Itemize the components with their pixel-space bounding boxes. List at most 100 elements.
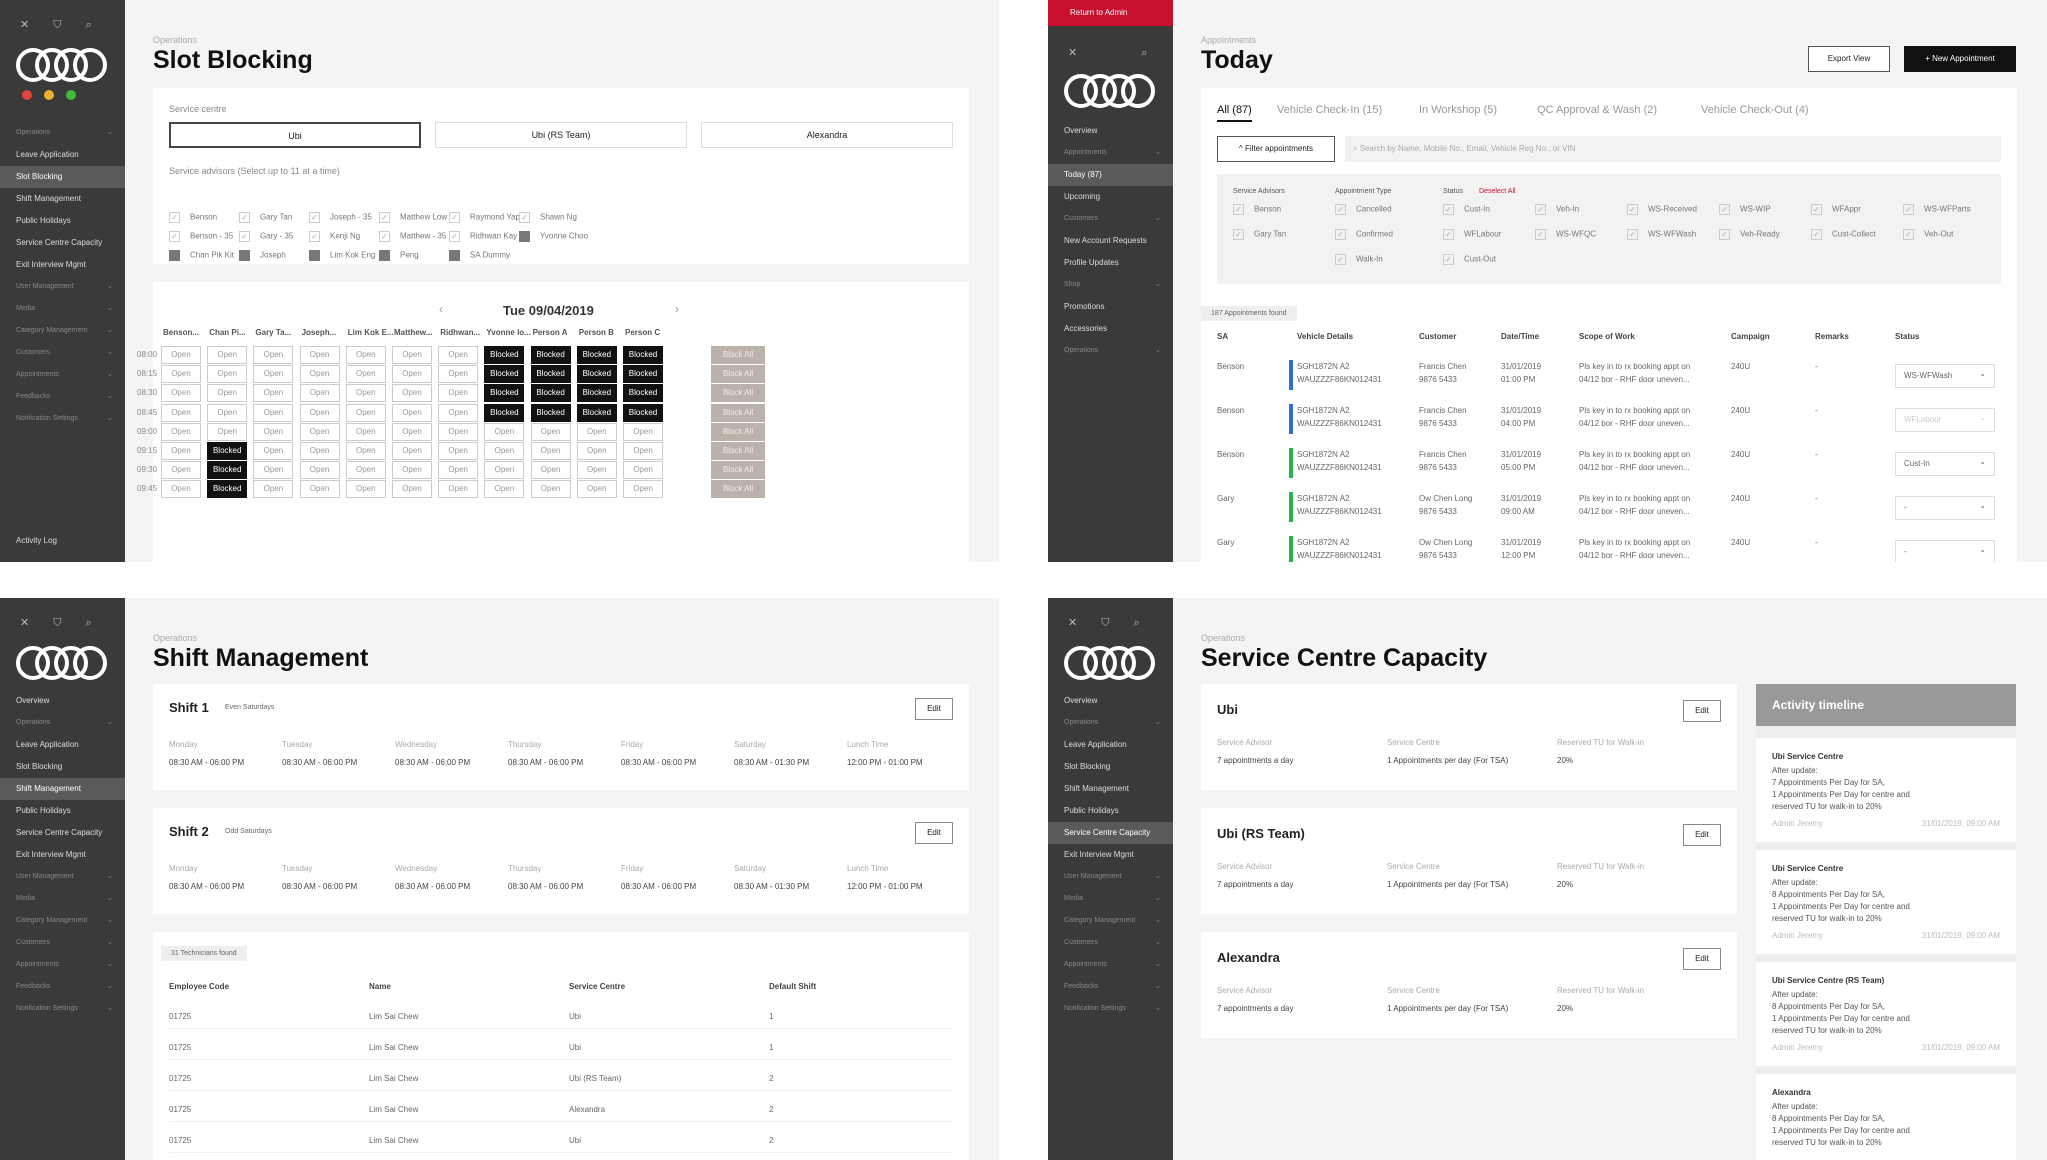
sidebar-item[interactable]: Leave Application: [16, 740, 79, 749]
advisor-checkbox[interactable]: ✓ Benson: [169, 212, 217, 223]
slot-blocked[interactable]: Blocked: [530, 346, 571, 364]
sidebar-item[interactable]: Overview: [1064, 126, 1098, 135]
filter-sa-checkbox[interactable]: ✓ Gary Tan: [1233, 229, 1286, 240]
slot-open[interactable]: Open: [623, 422, 663, 441]
next-date-icon[interactable]: ›: [675, 302, 679, 316]
slot-blocked[interactable]: Blocked: [530, 384, 571, 403]
status-dropdown[interactable]: WFLabour: [1895, 407, 1995, 432]
checkbox-icon[interactable]: ✓: [239, 212, 250, 223]
slot-blocked[interactable]: Blocked: [623, 384, 663, 403]
centre-tab-alexandra[interactable]: Alexandra: [701, 122, 953, 148]
block-all-button[interactable]: Block All: [711, 346, 765, 364]
slot-open[interactable]: Open: [345, 442, 386, 460]
slot-open[interactable]: Open: [438, 365, 479, 384]
sidebar-item[interactable]: Shift Management: [0, 778, 125, 800]
bookmark-icon[interactable]: ⛉: [53, 19, 62, 31]
checkbox-icon[interactable]: ✓: [169, 231, 180, 242]
sidebar-item[interactable]: Slot Blocking: [16, 762, 63, 771]
sidebar-item[interactable]: Service Centre Capacity: [16, 238, 103, 247]
centre-tab-ubi[interactable]: Ubi: [169, 122, 421, 148]
edit-capacity-button[interactable]: Edit: [1683, 700, 1721, 722]
slot-open[interactable]: Open: [161, 346, 201, 364]
filter-sa-checkbox[interactable]: ✓ Benson: [1233, 204, 1281, 215]
checkbox-icon[interactable]: ✓: [449, 212, 460, 223]
slot-blocked[interactable]: Blocked: [576, 403, 617, 422]
slot-open[interactable]: Open: [484, 461, 525, 480]
advisor-checkbox[interactable]: ✓ Raymond Yap: [449, 212, 520, 223]
slot-open[interactable]: Open: [623, 442, 663, 460]
status-dropdown[interactable]: Cust-In: [1895, 451, 1995, 476]
checkbox-icon[interactable]: ✓: [1443, 204, 1454, 215]
checkbox-icon[interactable]: [449, 250, 460, 261]
checkbox-icon[interactable]: ✓: [449, 231, 460, 242]
checkbox-icon[interactable]: ✓: [519, 212, 530, 223]
slot-open[interactable]: Open: [161, 480, 201, 499]
checkbox-icon[interactable]: ✓: [1335, 254, 1346, 265]
close-icon[interactable]: ✕: [1068, 617, 1078, 629]
slot-open[interactable]: Open: [392, 365, 432, 384]
checkbox-icon[interactable]: ✓: [169, 212, 180, 223]
filter-status-checkbox[interactable]: ✓ Cust-In: [1443, 204, 1490, 215]
advisor-checkbox[interactable]: ✓ Gary Tan: [239, 212, 292, 223]
table-header[interactable]: Service Centre: [569, 982, 626, 991]
slot-open[interactable]: Open: [484, 422, 525, 441]
filter-status-checkbox[interactable]: ✓ WS-WFWash: [1627, 229, 1696, 240]
sidebar-item[interactable]: Exit Interview Mgmt: [1064, 850, 1134, 859]
tab-2[interactable]: In Workshop (5): [1419, 104, 1498, 116]
filter-status-checkbox[interactable]: ✓ WS-WIP: [1719, 204, 1771, 215]
filter-type-checkbox[interactable]: ✓ Walk-In: [1335, 254, 1383, 265]
slot-blocked[interactable]: Blocked: [484, 403, 525, 422]
checkbox-icon[interactable]: ✓: [309, 231, 320, 242]
checkbox-icon[interactable]: ✓: [1233, 229, 1244, 240]
slot-open[interactable]: Open: [392, 346, 432, 364]
slot-open[interactable]: Open: [161, 384, 201, 403]
advisor-checkbox[interactable]: ✓ Joseph - 35: [309, 212, 372, 223]
tab-0[interactable]: All (87): [1217, 104, 1252, 122]
checkbox-icon[interactable]: ✓: [379, 231, 390, 242]
slot-blocked[interactable]: Blocked: [207, 442, 248, 460]
advisor-checkbox[interactable]: ✓ Benson - 35: [169, 231, 233, 242]
filter-status-checkbox[interactable]: ✓ Cust-Out: [1443, 254, 1496, 265]
slot-open[interactable]: Open: [576, 461, 617, 480]
filter-status-checkbox[interactable]: ✓ WS-Received: [1627, 204, 1697, 215]
slot-open[interactable]: Open: [392, 480, 432, 499]
advisor-checkbox[interactable]: SA Dummy: [449, 250, 510, 261]
search-icon[interactable]: ⌕: [1133, 617, 1140, 629]
slot-open[interactable]: Open: [345, 365, 386, 384]
advisor-checkbox[interactable]: ✓ Gary - 35: [239, 231, 293, 242]
advisor-checkbox[interactable]: Peng: [379, 250, 419, 261]
status-dropdown[interactable]: -: [1895, 539, 1995, 562]
sidebar-item[interactable]: Service Centre Capacity: [1048, 822, 1173, 844]
search-icon[interactable]: ⌕: [85, 617, 92, 629]
sidebar-item[interactable]: Leave Application: [16, 150, 79, 159]
status-dropdown[interactable]: WS-WFWash: [1895, 363, 1995, 388]
close-icon[interactable]: ✕: [20, 617, 30, 629]
centre-tab-ubi-rs[interactable]: Ubi (RS Team): [435, 122, 687, 148]
slot-open[interactable]: Open: [623, 480, 663, 499]
slot-open[interactable]: Open: [438, 461, 479, 480]
slot-blocked[interactable]: Blocked: [576, 384, 617, 403]
search-icon[interactable]: ⌕: [1141, 47, 1148, 59]
sidebar-item[interactable]: Slot Blocking: [0, 166, 125, 188]
slot-open[interactable]: Open: [345, 403, 386, 422]
checkbox-icon[interactable]: ✓: [1627, 229, 1638, 240]
checkbox-icon[interactable]: [309, 250, 320, 261]
checkbox-icon[interactable]: [169, 250, 180, 261]
sidebar-item[interactable]: Exit Interview Mgmt: [16, 260, 86, 269]
slot-blocked[interactable]: Blocked: [623, 346, 663, 364]
slot-open[interactable]: Open: [345, 480, 386, 499]
slot-open[interactable]: Open: [345, 346, 386, 364]
slot-open[interactable]: Open: [253, 365, 294, 384]
slot-open[interactable]: Open: [345, 461, 386, 480]
table-header[interactable]: Vehicle Details: [1297, 332, 1354, 341]
edit-shift-button[interactable]: Edit: [915, 698, 953, 720]
advisor-checkbox[interactable]: ✓ Kenji Ng: [309, 231, 360, 242]
table-header[interactable]: Employee Code: [169, 982, 230, 991]
block-all-button[interactable]: Block All: [711, 384, 765, 403]
slot-open[interactable]: Open: [207, 384, 248, 403]
advisor-checkbox[interactable]: ✓ Shawn Ng: [519, 212, 577, 223]
block-all-button[interactable]: Block All: [711, 461, 765, 480]
slot-open[interactable]: Open: [161, 461, 201, 480]
sidebar-item[interactable]: Promotions: [1064, 302, 1105, 311]
filter-status-checkbox[interactable]: ✓ WS-WFQC: [1535, 229, 1596, 240]
